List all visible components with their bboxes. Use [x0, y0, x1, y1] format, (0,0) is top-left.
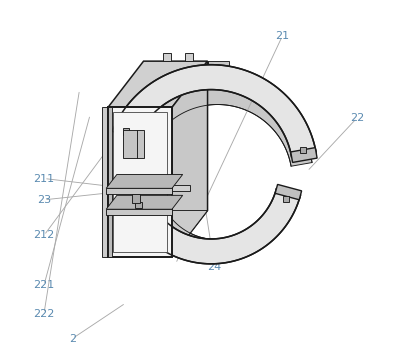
Bar — [135, 202, 142, 208]
Polygon shape — [108, 211, 208, 257]
Polygon shape — [106, 175, 183, 188]
Bar — [132, 195, 140, 203]
Polygon shape — [185, 53, 193, 61]
Polygon shape — [172, 61, 208, 257]
Text: 24: 24 — [208, 262, 222, 272]
Bar — [300, 147, 306, 154]
Polygon shape — [123, 190, 149, 207]
Text: 22: 22 — [350, 113, 364, 123]
Polygon shape — [140, 61, 208, 70]
Polygon shape — [208, 61, 229, 70]
Polygon shape — [141, 195, 297, 261]
Text: 2: 2 — [69, 333, 76, 343]
Polygon shape — [114, 65, 316, 157]
Text: 211: 211 — [33, 174, 55, 183]
Bar — [283, 196, 290, 202]
Polygon shape — [102, 107, 108, 257]
Polygon shape — [106, 188, 172, 194]
Polygon shape — [106, 195, 183, 209]
Polygon shape — [113, 112, 167, 252]
Polygon shape — [106, 209, 172, 215]
Polygon shape — [108, 107, 112, 257]
Polygon shape — [124, 189, 300, 264]
Polygon shape — [291, 147, 317, 162]
Text: 23: 23 — [37, 195, 51, 205]
Bar — [122, 129, 129, 135]
Text: 222: 222 — [33, 309, 55, 319]
Polygon shape — [131, 83, 312, 166]
Text: 21: 21 — [275, 31, 289, 41]
Polygon shape — [163, 53, 171, 61]
Text: 212: 212 — [33, 230, 55, 240]
Polygon shape — [123, 130, 144, 158]
Polygon shape — [154, 186, 190, 191]
Polygon shape — [112, 121, 139, 142]
Polygon shape — [275, 185, 302, 200]
Text: 221: 221 — [33, 280, 55, 290]
Polygon shape — [108, 61, 208, 107]
Polygon shape — [108, 107, 172, 257]
